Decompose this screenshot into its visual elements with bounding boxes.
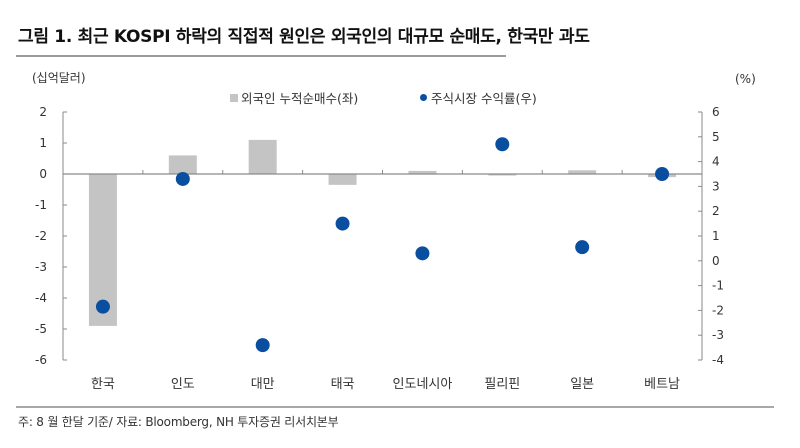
legend-label: 외국인 누적순매수(좌) — [241, 91, 359, 106]
legend-item-foreign-net-buy: 외국인 누적순매수(좌) — [230, 88, 358, 107]
top-divider — [16, 55, 506, 57]
point-일본 — [575, 240, 590, 255]
left-axis-tick-label: -3 — [35, 260, 47, 274]
left-axis-tick-label: -1 — [35, 198, 47, 212]
right-axis-tick-label: -4 — [712, 353, 724, 367]
left-axis-tick-label: 0 — [39, 167, 47, 181]
legend-item-market-return: 주식시장 수익률(우) — [420, 88, 537, 107]
x-axis-category-label: 한국 — [91, 377, 115, 392]
x-axis-category-label: 베트남 — [644, 377, 680, 392]
x-axis-category-label: 일본 — [570, 377, 594, 392]
right-axis-unit: (%) — [735, 72, 756, 86]
right-axis-tick-label: 3 — [712, 179, 720, 193]
right-axis-tick-label: 4 — [712, 155, 720, 169]
point-인도네시아 — [415, 246, 430, 261]
left-axis-tick-label: 2 — [39, 105, 47, 119]
point-태국 — [335, 216, 350, 231]
bar-swatch-icon — [230, 93, 238, 102]
left-axis-tick-label: 1 — [39, 136, 47, 150]
bar-일본 — [568, 170, 597, 174]
x-axis-category-label: 인도네시아 — [393, 377, 453, 392]
point-대만 — [255, 338, 270, 353]
dot-swatch-icon — [420, 94, 427, 101]
right-axis-tick-label: -1 — [712, 279, 724, 293]
right-axis-tick-label: 2 — [712, 204, 720, 218]
left-axis-tick-label: -2 — [35, 229, 47, 243]
right-axis-tick-label: 1 — [712, 229, 720, 243]
point-필리핀 — [495, 137, 510, 152]
right-axis-tick-label: 5 — [712, 130, 720, 144]
right-axis-tick-label: -2 — [712, 303, 724, 317]
right-axis-tick-label: 6 — [712, 105, 720, 119]
x-axis-category-label: 필리핀 — [484, 377, 520, 392]
x-axis-category-label: 대만 — [251, 377, 275, 392]
bottom-divider — [16, 406, 774, 408]
zero-baseline — [63, 170, 702, 175]
x-axis-category-label: 인도 — [171, 377, 195, 392]
left-axis-tick-label: -6 — [35, 353, 47, 367]
right-axis-tick-label: 0 — [712, 254, 720, 268]
left-axis-tick-label: -5 — [35, 322, 47, 336]
point-베트남 — [655, 167, 670, 181]
chart-axes: 2 1 0 -1 -2 -3 -4 -5 -6 6 5 4 3 2 1 0 -1 -2 -3 -4 — [35, 105, 724, 367]
x-axis-labels: 한국 인도 대만 태국 인도네시아 필리핀 일본 베트남 — [91, 377, 680, 392]
bar-인도네시아 — [408, 170, 437, 174]
bar-인도 — [168, 155, 197, 174]
bar-필리핀 — [488, 174, 517, 176]
legend-label: 주식시장 수익률(우) — [431, 91, 537, 106]
scatter-series — [95, 137, 670, 353]
bar-태국 — [328, 174, 357, 185]
bar-series — [88, 139, 677, 326]
right-axis-tick-label: -3 — [712, 328, 724, 342]
point-한국 — [95, 299, 110, 314]
left-axis-tick-label: -4 — [35, 291, 47, 305]
point-인도 — [175, 171, 190, 186]
bar-대만 — [248, 139, 277, 174]
figure-title: 그림 1. 최근 KOSPI 하락의 직접적 원인은 외국인의 대규모 순매도,… — [18, 27, 590, 47]
left-axis-unit: (십억달러) — [32, 71, 86, 85]
footnote-source: 주: 8 월 한달 기준/ 자료: Bloomberg, NH 투자증권 리서치… — [18, 415, 339, 429]
x-axis-category-label: 태국 — [331, 377, 355, 392]
